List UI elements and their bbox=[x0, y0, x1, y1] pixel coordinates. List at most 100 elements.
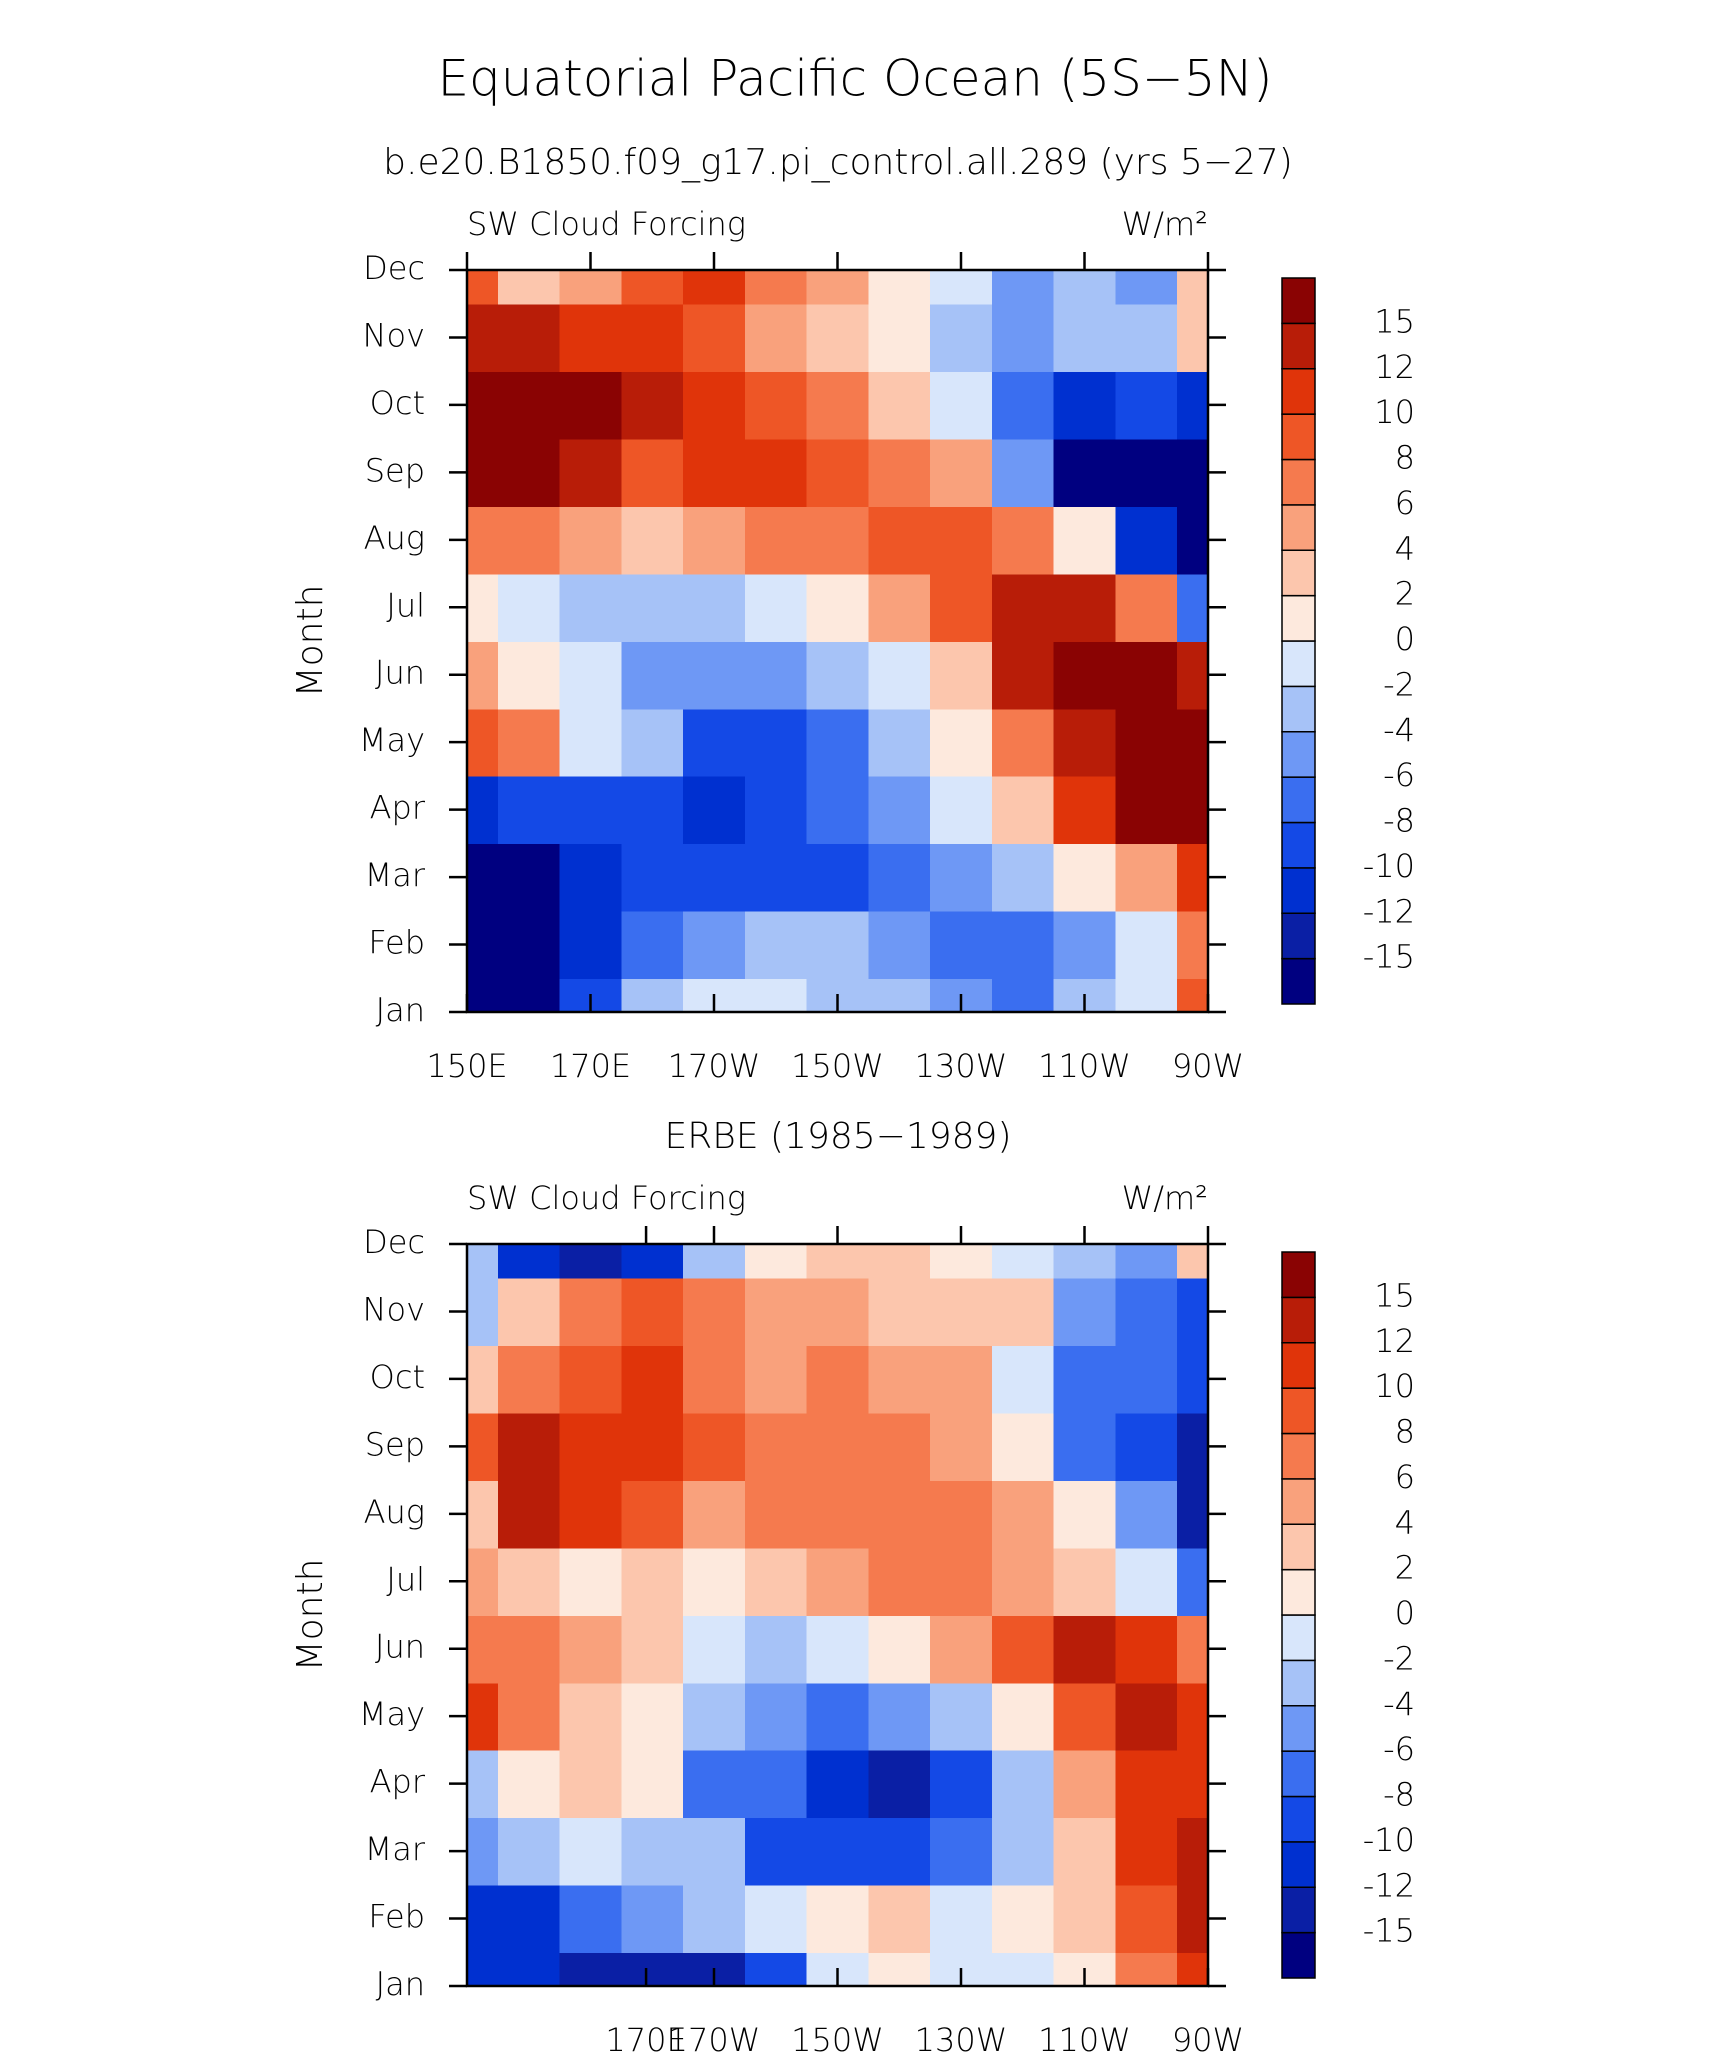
cell bbox=[1115, 1244, 1178, 1279]
x-tick-label: 170E bbox=[605, 2021, 686, 2059]
colorbar-box bbox=[1281, 1614, 1316, 1662]
cell bbox=[868, 641, 931, 710]
cell bbox=[1177, 1412, 1209, 1481]
cell bbox=[467, 843, 499, 912]
cell bbox=[683, 270, 746, 305]
cell bbox=[1053, 1480, 1117, 1549]
cell bbox=[868, 708, 931, 777]
y-tick-label: Jul bbox=[386, 1560, 425, 1598]
cell bbox=[559, 775, 623, 845]
cell bbox=[683, 1277, 746, 1346]
cell bbox=[1115, 573, 1178, 642]
x-tick-label: 90W bbox=[1172, 1047, 1244, 1085]
left-label: SW Cloud Forcing bbox=[467, 205, 746, 243]
colorbar-box bbox=[1281, 594, 1316, 642]
cell bbox=[991, 910, 1055, 980]
cell bbox=[1115, 708, 1178, 777]
cell bbox=[1177, 843, 1209, 912]
colorbar-box bbox=[1281, 504, 1316, 551]
cell bbox=[467, 708, 499, 777]
cell bbox=[683, 506, 746, 575]
colorbar-label: -4 bbox=[1383, 1685, 1415, 1723]
y-tick-label: Apr bbox=[370, 789, 426, 827]
colorbar-box bbox=[1281, 549, 1316, 597]
cell bbox=[497, 641, 561, 710]
cell bbox=[1053, 708, 1117, 777]
cell bbox=[497, 775, 561, 845]
cell bbox=[497, 371, 561, 440]
cell bbox=[991, 1547, 1055, 1616]
cell bbox=[1053, 910, 1117, 980]
cell bbox=[621, 1244, 684, 1279]
figure-title: Equatorial Pacific Ocean (5S−5N) bbox=[437, 50, 1272, 108]
cell bbox=[497, 1682, 561, 1751]
cell bbox=[497, 1749, 561, 1819]
colorbar-label: -6 bbox=[1383, 756, 1415, 794]
colorbar-label: 10 bbox=[1374, 1367, 1415, 1405]
x-tick-label: 150W bbox=[791, 1047, 884, 1085]
cell bbox=[868, 1345, 931, 1414]
colorbar-label: -2 bbox=[1383, 1639, 1415, 1677]
y-tick-label: Feb bbox=[368, 1898, 425, 1936]
y-tick-label: Oct bbox=[370, 384, 425, 422]
colorbar-box bbox=[1281, 368, 1316, 415]
cell bbox=[683, 1615, 746, 1684]
cell bbox=[683, 775, 746, 845]
cell bbox=[744, 641, 808, 710]
y-tick-label: Sep bbox=[365, 451, 425, 489]
cell bbox=[559, 270, 623, 305]
y-tick-label: Sep bbox=[365, 1425, 425, 1463]
cell bbox=[930, 641, 993, 710]
cell bbox=[991, 1884, 1055, 1954]
cell bbox=[1177, 1682, 1209, 1751]
cell bbox=[683, 1884, 746, 1954]
cell bbox=[683, 843, 746, 912]
cell bbox=[806, 1749, 870, 1819]
cell bbox=[868, 843, 931, 912]
cell bbox=[1115, 1547, 1178, 1616]
cell bbox=[559, 371, 623, 440]
cell bbox=[559, 1952, 623, 1987]
colorbar-box bbox=[1281, 1705, 1316, 1752]
cell bbox=[930, 270, 993, 305]
cell bbox=[991, 1244, 1055, 1279]
colorbar-label: 15 bbox=[1374, 302, 1415, 340]
cell bbox=[1115, 303, 1178, 372]
colorbar-label: 0 bbox=[1395, 1594, 1415, 1632]
cell bbox=[497, 843, 561, 912]
cell bbox=[1115, 1277, 1178, 1346]
cell bbox=[497, 1817, 561, 1886]
cell bbox=[1177, 371, 1209, 440]
cell bbox=[930, 506, 993, 575]
colorbar-box bbox=[1281, 1478, 1316, 1525]
cell bbox=[1115, 775, 1178, 845]
cell bbox=[806, 910, 870, 980]
cell bbox=[1115, 1412, 1178, 1481]
x-tick-label: 110W bbox=[1038, 1047, 1131, 1085]
cell bbox=[621, 1749, 684, 1819]
cell bbox=[559, 708, 623, 777]
colorbar-box bbox=[1281, 821, 1316, 869]
y-tick-label: Mar bbox=[365, 856, 426, 894]
cell bbox=[467, 1480, 499, 1549]
cell bbox=[559, 1480, 623, 1549]
cell bbox=[930, 1615, 993, 1684]
cell bbox=[744, 843, 808, 912]
cell bbox=[868, 1244, 931, 1279]
cell bbox=[1177, 1345, 1209, 1414]
cell bbox=[806, 1244, 870, 1279]
cell bbox=[1115, 843, 1178, 912]
cell bbox=[930, 371, 993, 440]
colorbar-label: -12 bbox=[1363, 892, 1415, 930]
colorbar-box bbox=[1281, 912, 1316, 960]
cell bbox=[559, 1749, 623, 1819]
cell bbox=[868, 1749, 931, 1819]
colorbar-box bbox=[1281, 1841, 1316, 1888]
colorbar-label: 6 bbox=[1395, 484, 1415, 522]
cell bbox=[1177, 775, 1209, 845]
colorbar-label: 8 bbox=[1395, 439, 1415, 477]
cell bbox=[991, 1817, 1055, 1886]
cell bbox=[991, 1345, 1055, 1414]
units-label: W/m² bbox=[1122, 1179, 1208, 1217]
